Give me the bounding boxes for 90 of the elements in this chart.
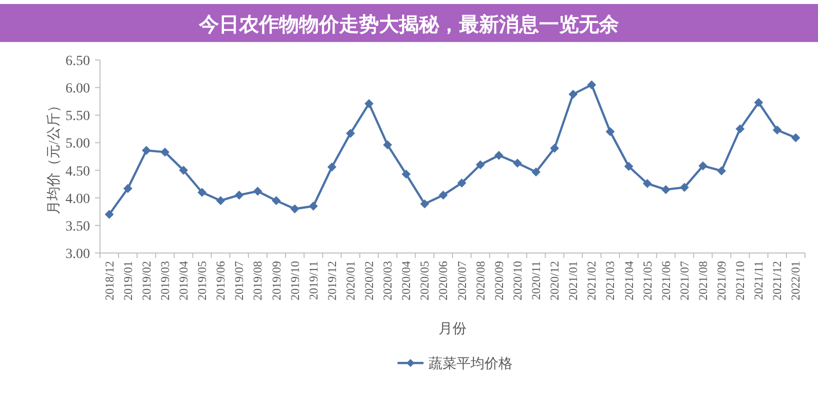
x-tick-label: 2021/02	[584, 261, 599, 300]
x-tick-label: 2019/05	[195, 261, 210, 300]
x-tick-label: 2020/11	[528, 261, 543, 300]
point	[364, 99, 374, 108]
point	[680, 182, 689, 192]
x-tick-label: 2020/12	[548, 261, 562, 300]
point	[402, 170, 411, 179]
point	[606, 127, 615, 136]
x-tick-label: 2021/12	[770, 261, 784, 300]
x-tick-label: 2022/01	[788, 261, 803, 300]
point	[346, 128, 355, 138]
point	[272, 196, 281, 206]
point	[420, 199, 430, 208]
point	[327, 162, 336, 172]
y-tick-label: 4.00	[66, 192, 90, 207]
x-tick-label: 2019/02	[139, 261, 154, 300]
x-tick-label: 2019/07	[232, 261, 246, 300]
x-tick-label: 2018/12	[102, 261, 116, 300]
x-axis-title: 月份	[438, 321, 466, 337]
point	[308, 202, 318, 211]
x-tick-label: 2019/06	[214, 261, 228, 300]
point	[791, 133, 800, 142]
x-tick-label: 2020/06	[436, 261, 450, 300]
x-tick-label: 2020/02	[362, 261, 376, 300]
x-tick-label: 2021/11	[752, 261, 766, 300]
point	[661, 185, 670, 194]
point	[494, 150, 504, 160]
x-tick-label: 2019/12	[324, 261, 339, 300]
y-axis-title: 月均价（元/公斤）	[46, 98, 62, 214]
x-tick-label: 2020/03	[380, 261, 395, 300]
point	[531, 167, 540, 176]
x-tick-label: 2019/01	[120, 261, 135, 300]
point	[383, 140, 392, 150]
y-tick-label: 5.50	[66, 109, 90, 124]
point	[253, 186, 262, 196]
point	[216, 196, 226, 206]
point	[290, 204, 300, 214]
x-tick-label: 2021/03	[603, 261, 618, 300]
y-tick-label: 6.50	[66, 54, 90, 69]
x-tick-label: 2020/01	[343, 261, 358, 300]
x-tick-label: 2020/07	[454, 261, 469, 300]
point	[624, 162, 634, 171]
y-tick-label: 3.50	[66, 219, 90, 234]
x-tick-label: 2020/04	[399, 261, 414, 300]
x-tick-label: 2020/05	[418, 261, 432, 300]
point	[736, 124, 745, 134]
point	[754, 98, 764, 107]
x-tick-label: 2021/04	[622, 261, 636, 300]
x-tick-label: 2021/07	[677, 261, 692, 300]
x-tick-label: 2021/06	[658, 261, 673, 300]
point	[142, 146, 151, 155]
x-tick-label: 2019/10	[288, 261, 302, 300]
x-tick-label: 2020/09	[492, 261, 506, 300]
y-tick-label: 6.00	[66, 82, 90, 97]
x-tick-label: 2021/01	[566, 261, 580, 300]
x-tick-label: 2019/08	[250, 261, 265, 300]
x-tick-label: 2021/05	[640, 261, 654, 300]
x-tick-label: 2019/11	[306, 261, 320, 300]
x-tick-label: 2020/10	[510, 261, 524, 300]
legend-label: 蔬菜平均价格	[428, 356, 512, 372]
x-tick-label: 2021/10	[733, 261, 748, 300]
point	[198, 188, 207, 197]
x-tick-label: 2019/04	[176, 261, 190, 300]
point	[717, 166, 726, 176]
x-tick-label: 2020/08	[473, 261, 488, 300]
legend: 蔬菜平均价格	[398, 357, 512, 372]
point	[178, 166, 188, 175]
title: 今日农作物物价走势大揭秘，最新消息一览无余	[0, 4, 818, 42]
point	[642, 179, 652, 188]
point	[476, 160, 485, 170]
point	[234, 190, 244, 200]
x-tick-label: 2019/09	[269, 261, 284, 300]
point	[104, 210, 114, 219]
chart-title: 今日农作物物价走势大揭秘，最新消息一览无余	[198, 13, 620, 36]
point	[772, 126, 782, 135]
point	[160, 148, 170, 157]
y-tick-label: 4.50	[66, 164, 90, 180]
point	[457, 178, 466, 188]
x-tick-label: 2021/09	[714, 261, 729, 300]
point	[438, 190, 448, 200]
y-tick-label: 5.00	[66, 136, 90, 152]
y-tick-label: 3.00	[66, 247, 90, 262]
point	[568, 90, 578, 99]
point	[512, 158, 522, 168]
point	[587, 80, 596, 90]
point	[123, 184, 132, 193]
x-tick-label: 2019/03	[158, 261, 172, 300]
point	[550, 144, 560, 153]
x-tick-label: 2021/08	[696, 261, 710, 300]
point	[698, 161, 708, 170]
